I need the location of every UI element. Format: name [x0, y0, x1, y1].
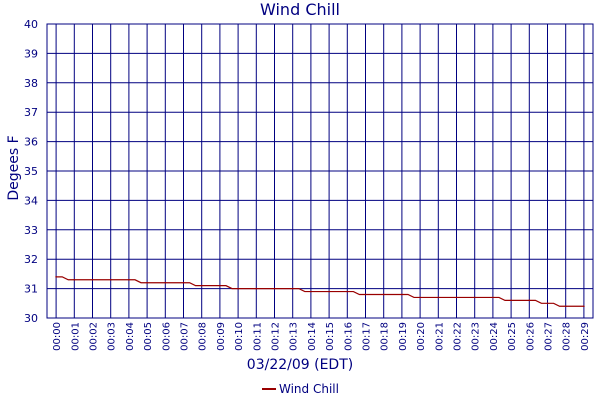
x-tick-label: 00:05 [143, 322, 154, 351]
x-tick-label: 00:07 [180, 322, 191, 351]
x-tick-label: 00:06 [161, 322, 172, 351]
x-tick-label: 00:15 [325, 322, 336, 351]
x-tick-label: 00:29 [580, 322, 591, 351]
y-tick-label: 32 [24, 253, 38, 266]
legend-label: Wind Chill [279, 382, 339, 396]
data-point [182, 281, 185, 284]
data-point [346, 290, 349, 293]
x-tick-label: 00:03 [107, 322, 118, 351]
data-point [146, 281, 148, 284]
data-point [546, 302, 549, 305]
x-tick-label: 00:24 [489, 322, 500, 351]
y-tick-label: 30 [24, 312, 38, 325]
data-point [55, 276, 57, 278]
x-tick-label: 00:10 [234, 322, 245, 351]
data-point [128, 278, 130, 281]
y-tick-label: 36 [24, 136, 38, 149]
chart-title: Wind Chill [260, 0, 340, 19]
x-tick-label: 00:20 [416, 322, 427, 351]
data-point [255, 287, 258, 290]
x-tick-label: 00:21 [434, 322, 445, 351]
x-tick-label: 00:27 [544, 322, 555, 351]
x-tick-label: 00:09 [216, 322, 227, 351]
x-tick-label: 00:01 [70, 322, 81, 351]
y-tick-label: 35 [24, 165, 38, 178]
y-tick-label: 37 [24, 106, 38, 119]
x-tick-label: 00:14 [307, 322, 318, 351]
y-tick-label: 31 [24, 283, 38, 296]
y-tick-label: 38 [24, 77, 38, 90]
data-point [583, 305, 585, 308]
x-tick-label: 00:17 [362, 322, 373, 351]
data-point [364, 293, 367, 296]
y-tick-label: 40 [24, 18, 38, 31]
data-point [437, 296, 440, 299]
data-point [401, 293, 403, 296]
x-tick-label: 00:25 [507, 322, 518, 351]
data-point [91, 278, 94, 281]
x-tick-label: 00:23 [471, 322, 482, 351]
x-tick-label: 00:13 [289, 322, 300, 351]
legend: Wind Chill [262, 382, 339, 396]
y-tick-label: 39 [24, 47, 38, 60]
data-point [291, 287, 294, 290]
data-point [382, 293, 385, 296]
x-tick-label: 00:04 [125, 322, 136, 351]
data-point [328, 290, 330, 293]
y-tick-label: 34 [24, 194, 38, 207]
x-tick-label: 00:16 [343, 322, 354, 351]
x-tick-label: 00:08 [198, 322, 209, 351]
data-point [273, 287, 276, 290]
data-point [237, 287, 239, 290]
series-line-wind-chill [56, 276, 584, 307]
data-point [528, 299, 531, 302]
y-tick-label: 33 [24, 224, 38, 237]
data-point [73, 278, 76, 281]
data-point [419, 296, 421, 299]
data-point [473, 296, 476, 299]
x-axis-label: 03/22/09 (EDT) [246, 357, 354, 373]
x-tick-label: 00:12 [271, 322, 282, 351]
data-point [109, 278, 112, 281]
x-tick-label: 00:18 [380, 322, 391, 351]
plot-frame [46, 23, 594, 319]
data-point [219, 284, 221, 287]
x-tick-label: 00:26 [525, 322, 536, 351]
x-tick-label: 00:00 [52, 322, 63, 351]
data-point [455, 296, 458, 299]
x-tick-label: 00:11 [252, 322, 263, 351]
x-tick-label: 00:28 [562, 322, 573, 351]
data-point [492, 296, 494, 299]
legend-swatch [262, 388, 276, 390]
data-point [200, 284, 203, 287]
data-point [164, 281, 167, 284]
data-point [510, 299, 512, 302]
x-tick-label: 00:02 [89, 322, 100, 351]
x-tick-label: 00:19 [398, 322, 409, 351]
x-tick-label: 00:22 [453, 322, 464, 351]
data-point [564, 305, 567, 308]
data-point [310, 290, 312, 293]
